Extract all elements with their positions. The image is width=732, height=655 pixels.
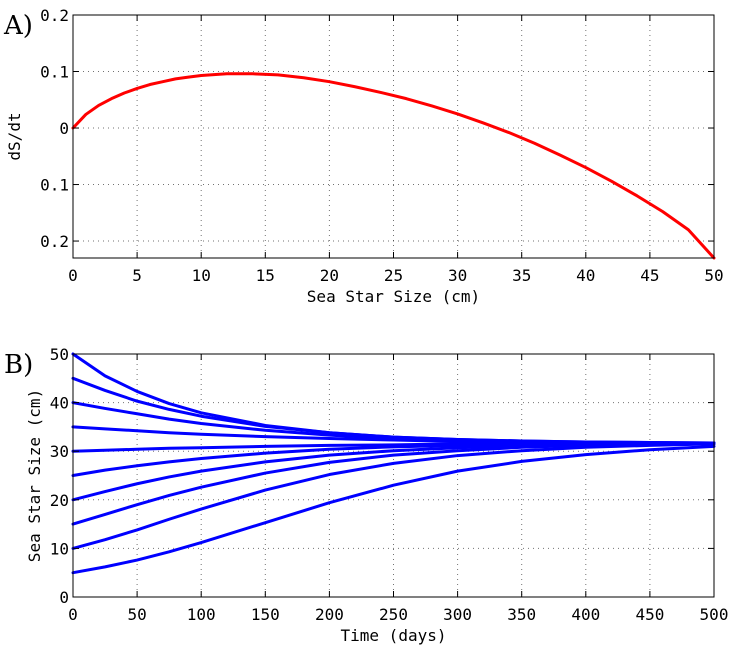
- x-tick-label: 100: [187, 605, 216, 624]
- panel-a-label: A): [3, 11, 33, 41]
- y-axis-label: Sea Star Size (cm): [25, 389, 44, 562]
- plot-area-frame: [72, 14, 715, 259]
- y-tick-label: 0.2: [40, 6, 69, 25]
- panel-b-chart: 0 50 100 150 200 250 300 350 400 450 500 0 10 20 30 40 5…: [25, 345, 728, 645]
- panel-a-chart: 0 5 10 15 20 25 30 35 40 45 50 0.2 0.1 0 0.1 0.2 Sea Sta…: [5, 6, 724, 306]
- y-axis-label: dS/dt: [5, 112, 24, 160]
- x-tick-label: 40: [576, 266, 595, 285]
- y-tick-label: 0.1: [40, 176, 69, 195]
- x-tick-label: 200: [315, 605, 344, 624]
- x-axis-label: Sea Star Size (cm): [307, 287, 480, 306]
- x-tick-label: 30: [448, 266, 467, 285]
- x-tick-label: 150: [251, 605, 280, 624]
- series-line-8: [71, 441, 716, 526]
- x-tick-label: 45: [640, 266, 659, 285]
- x-tick-label: 35: [512, 266, 531, 285]
- panel-b-label: B): [4, 350, 33, 380]
- y-tick-label: 0: [59, 588, 69, 607]
- series-line-1: [71, 72, 716, 260]
- x-tick-label: 50: [704, 266, 723, 285]
- x-tick-label: 450: [635, 605, 664, 624]
- x-axis-label: Time (days): [341, 626, 447, 645]
- x-tick-label: 250: [379, 605, 408, 624]
- x-tick-label: 15: [256, 266, 275, 285]
- y-tick-label: 0: [59, 119, 69, 138]
- y-tick-label: 10: [50, 539, 69, 558]
- series-line-9: [71, 442, 716, 550]
- x-tick-label: 50: [127, 605, 146, 624]
- y-tick-label: 30: [50, 442, 69, 461]
- x-tick-label: 400: [571, 605, 600, 624]
- x-tick-label: 300: [443, 605, 472, 624]
- y-tick-label: 0.2: [40, 232, 69, 251]
- x-tick-label: 10: [192, 266, 211, 285]
- x-tick-label: 20: [320, 266, 339, 285]
- y-tick-label: 40: [50, 394, 69, 413]
- y-tick-label: 50: [50, 345, 69, 364]
- y-tick-label: 0.1: [40, 63, 69, 82]
- series-line-10: [71, 444, 716, 575]
- y-tick-label: 20: [50, 491, 69, 510]
- x-tick-label: 0: [68, 266, 78, 285]
- x-tick-label: 5: [132, 266, 142, 285]
- x-tick-label: 0: [68, 605, 78, 624]
- x-tick-label: 350: [507, 605, 536, 624]
- x-tick-label: 500: [700, 605, 729, 624]
- x-tick-label: 25: [384, 266, 403, 285]
